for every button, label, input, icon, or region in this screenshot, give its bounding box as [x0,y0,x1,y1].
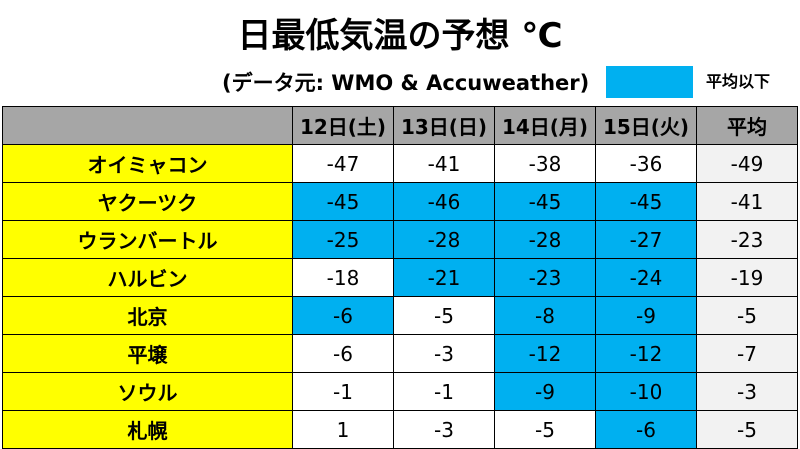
table-row: 北京 -6 -5 -8 -9 -5 [2,296,798,335]
table-row: 札幌 1 -3 -5 -6 -5 [2,410,798,449]
column-header-average: 平均 [696,106,798,145]
temperature-cell: -25 [292,220,394,259]
average-cell: -5 [696,296,798,335]
temperature-cell: -12 [494,334,596,373]
temperature-cell: -28 [393,220,495,259]
city-name: 北京 [2,296,293,335]
column-header: 12日(土) [292,106,394,145]
temperature-cell: -18 [292,258,394,297]
temperature-cell: -5 [494,410,596,449]
city-name: 平壌 [2,334,293,373]
temperature-cell: -10 [595,372,697,411]
legend-swatch [606,66,693,98]
temperature-cell: -6 [595,410,697,449]
temperature-cell: -6 [292,296,394,335]
average-cell: -49 [696,144,798,183]
city-name: ウランバートル [2,220,293,259]
temperature-cell: -1 [292,372,394,411]
temperature-cell: -47 [292,144,394,183]
city-name: ハルビン [2,258,293,297]
temperature-cell: -1 [393,372,495,411]
average-cell: -7 [696,334,798,373]
column-header: 14日(月) [494,106,596,145]
temperature-cell: -5 [393,296,495,335]
city-name: 札幌 [2,410,293,449]
forecast-table: 12日(土) 13日(日) 14日(月) 15日(火) 平均 オイミャコン -47… [2,106,798,449]
average-cell: -19 [696,258,798,297]
legend-label: 平均以下 [706,72,771,91]
temperature-cell: -23 [494,258,596,297]
column-header: 15日(火) [595,106,697,145]
city-name: オイミャコン [2,144,293,183]
table-row: ヤクーツク -45 -46 -45 -45 -41 [2,182,798,221]
table-row: オイミャコン -47 -41 -38 -36 -49 [2,144,798,183]
temperature-cell: -45 [292,182,394,221]
column-header: 13日(日) [393,106,495,145]
table-row: ソウル -1 -1 -9 -10 -3 [2,372,798,411]
temperature-cell: -3 [393,334,495,373]
temperature-cell: -45 [494,182,596,221]
average-cell: -41 [696,182,798,221]
data-source-note: (データ元: WMO & Accuweather) [222,71,590,95]
temperature-cell: -9 [494,372,596,411]
temperature-cell: -46 [393,182,495,221]
city-name: ソウル [2,372,293,411]
temperature-cell: 1 [292,410,394,449]
temperature-cell: -28 [494,220,596,259]
header-row: 12日(土) 13日(日) 14日(月) 15日(火) 平均 [2,106,798,145]
temperature-cell: -12 [595,334,697,373]
temperature-cell: -45 [595,182,697,221]
temperature-cell: -27 [595,220,697,259]
corner-cell [2,106,293,145]
temperature-cell: -41 [393,144,495,183]
table-row: 平壌 -6 -3 -12 -12 -7 [2,334,798,373]
table-row: ハルビン -18 -21 -23 -24 -19 [2,258,798,297]
temperature-cell: -9 [595,296,697,335]
temperature-cell: -36 [595,144,697,183]
page-title: 日最低気温の予想 ℃ [237,16,563,56]
average-cell: -23 [696,220,798,259]
temperature-cell: -6 [292,334,394,373]
temperature-cell: -21 [393,258,495,297]
temperature-cell: -3 [393,410,495,449]
table-row: ウランバートル -25 -28 -28 -27 -23 [2,220,798,259]
average-cell: -3 [696,372,798,411]
temperature-cell: -8 [494,296,596,335]
temperature-cell: -24 [595,258,697,297]
average-cell: -5 [696,410,798,449]
temperature-cell: -38 [494,144,596,183]
city-name: ヤクーツク [2,182,293,221]
